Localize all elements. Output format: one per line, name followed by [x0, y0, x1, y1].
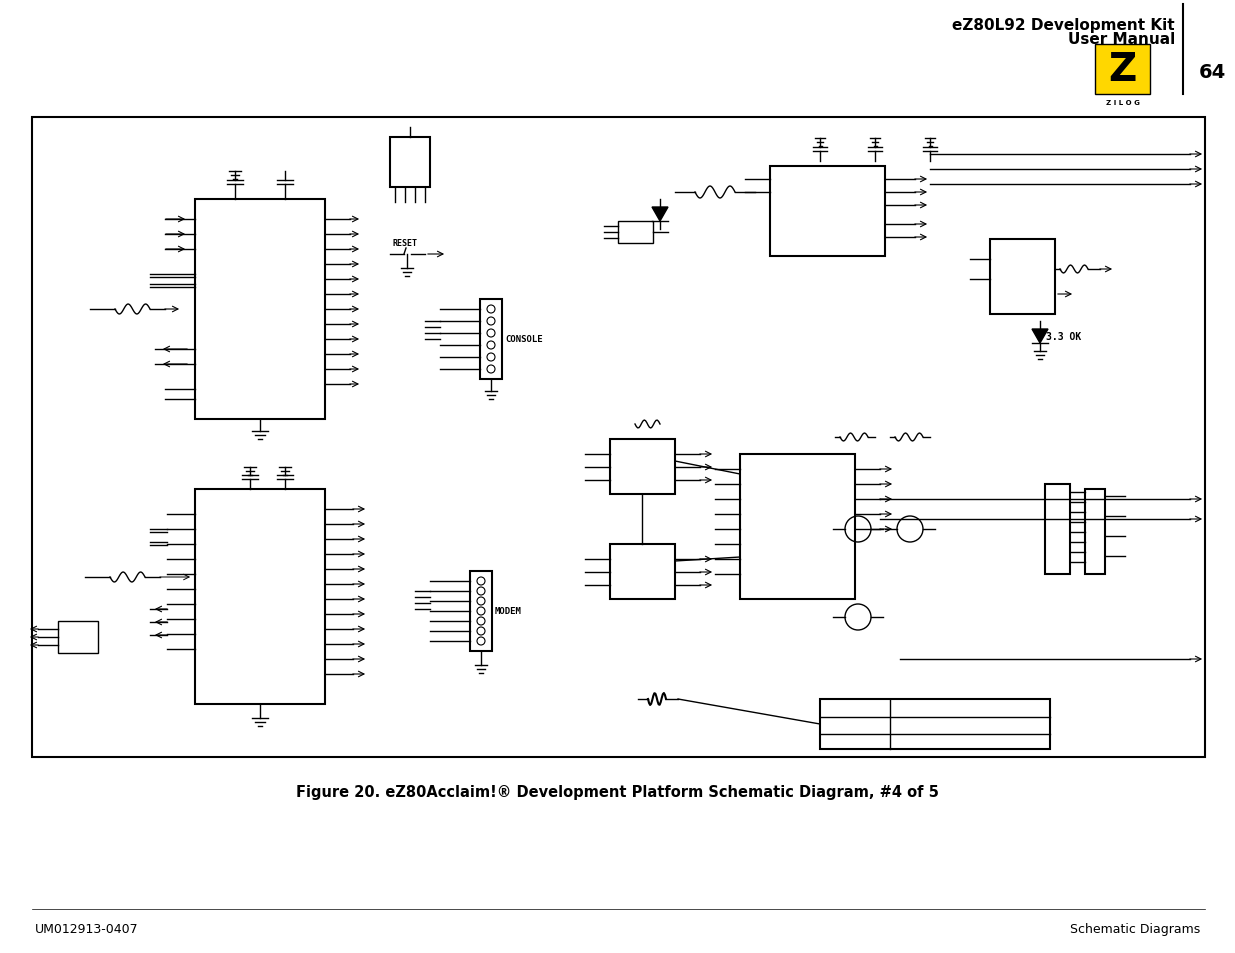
Text: Z: Z	[1108, 51, 1136, 89]
Bar	[1045, 484, 1070, 575]
Text: MODEM: MODEM	[495, 607, 522, 616]
Text: Z I L O G: Z I L O G	[1105, 100, 1140, 106]
Bar	[390, 138, 430, 188]
Text: 64: 64	[1198, 63, 1225, 81]
Text: Schematic Diagrams: Schematic Diagrams	[1070, 923, 1200, 936]
Polygon shape	[652, 208, 668, 222]
Bar	[990, 240, 1055, 314]
Text: CONSOLE: CONSOLE	[505, 335, 542, 344]
Bar	[471, 572, 492, 651]
Bar	[195, 200, 325, 419]
Bar	[58, 621, 98, 654]
Text: Figure 20. eZ80Acclaim!® Development Platform Schematic Diagram, #4 of 5: Figure 20. eZ80Acclaim!® Development Pla…	[295, 784, 939, 800]
Bar	[1086, 490, 1105, 575]
Bar	[769, 167, 885, 256]
Bar	[1095, 45, 1150, 95]
Text: 3.3 OK: 3.3 OK	[1046, 332, 1082, 341]
Bar	[820, 700, 1050, 749]
Bar	[610, 544, 676, 599]
Bar	[618, 222, 653, 244]
Text: eZ80L92 Development Kit: eZ80L92 Development Kit	[952, 18, 1174, 33]
Bar	[610, 439, 676, 495]
Text: UM012913-0407: UM012913-0407	[35, 923, 138, 936]
Polygon shape	[1032, 330, 1049, 344]
Text: RESET: RESET	[391, 238, 417, 247]
Bar	[480, 299, 501, 379]
Bar	[32, 118, 1205, 758]
Bar	[195, 490, 325, 704]
Bar	[740, 455, 855, 599]
Text: User Manual: User Manual	[1068, 32, 1174, 47]
